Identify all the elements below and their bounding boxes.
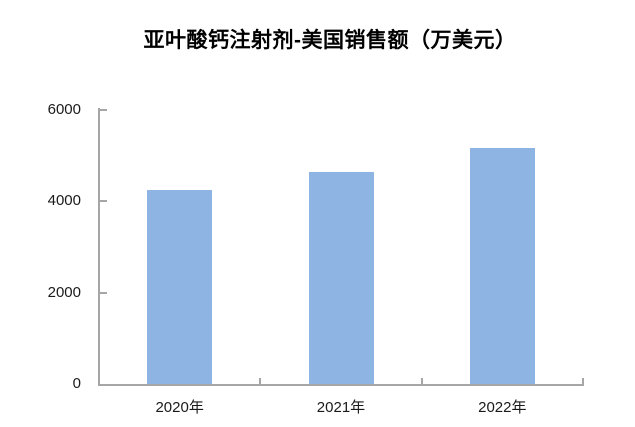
- y-tick-label: 6000: [47, 101, 81, 118]
- x-tick-label: 2022年: [478, 399, 527, 416]
- chart-title: 亚叶酸钙注射剂-美国销售额（万美元）: [143, 29, 517, 52]
- y-tick-mark: [100, 109, 107, 111]
- bar: [308, 171, 374, 384]
- y-axis-line: [98, 108, 100, 386]
- y-tick-label: 2000: [47, 283, 81, 301]
- x-tick-label: 2020年: [155, 399, 204, 416]
- y-tick-label: 4000: [47, 192, 81, 210]
- x-tick-mark: [259, 378, 262, 384]
- bar: [147, 189, 213, 384]
- x-tick-mark: [582, 378, 584, 384]
- x-tick-mark: [420, 378, 423, 384]
- y-tick-mark: [100, 291, 107, 294]
- bar: [469, 147, 535, 384]
- x-axis-line: [98, 384, 584, 386]
- y-tick-label: 0: [72, 375, 81, 392]
- y-tick-mark: [100, 200, 107, 203]
- x-tick-label: 2021年: [316, 399, 366, 416]
